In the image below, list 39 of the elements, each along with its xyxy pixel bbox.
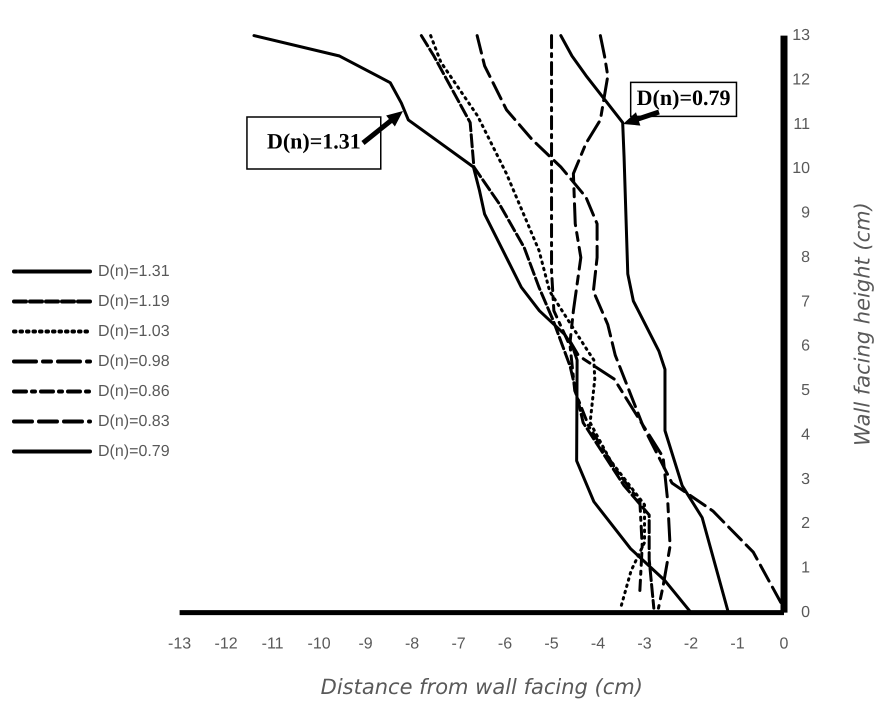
y-tick-label: 5: [801, 382, 810, 400]
x-tick-label: -10: [308, 636, 331, 653]
x-tick-label: -1: [730, 636, 745, 653]
x-tick-label: -4: [590, 636, 606, 653]
x-tick-label: -3: [637, 636, 652, 653]
legend-label: D(n)=0.98: [98, 352, 170, 370]
x-tick-label: 0: [780, 636, 789, 653]
legend-label: D(n)=0.86: [98, 382, 170, 400]
x-tick-label: -6: [498, 636, 512, 653]
x-axis-title: Distance from wall facing (cm): [320, 674, 643, 699]
x-tick-label: -9: [358, 636, 373, 653]
y-tick-label: 0: [801, 604, 810, 622]
y-tick-label: 13: [792, 27, 810, 44]
legend-label: D(n)=1.19: [98, 292, 170, 310]
y-tick-label: 3: [801, 470, 810, 488]
y-tick-label: 6: [801, 338, 810, 355]
annotation: D(n)=1.31: [266, 128, 361, 154]
x-tick-label: -13: [168, 636, 192, 653]
x-tick-label: -12: [214, 636, 238, 653]
x-tick-label: -5: [544, 636, 559, 653]
y-tick-label: 1: [801, 560, 810, 577]
y-tick-label: 4: [801, 426, 810, 444]
y-tick-label: 7: [801, 293, 810, 310]
legend-label: D(n)=1.03: [98, 322, 170, 340]
x-tick-label: -8: [404, 636, 420, 653]
x-tick-label: -2: [684, 636, 698, 653]
y-tick-label: 2: [801, 515, 810, 532]
x-tick-label: -7: [451, 636, 466, 653]
legend-label: D(n)=1.31: [98, 262, 170, 280]
y-tick-label: 11: [793, 116, 810, 133]
y-tick-label: 10: [792, 160, 810, 178]
legend-label: D(n)=0.83: [98, 412, 170, 430]
y-tick-label: 9: [801, 204, 810, 222]
legend-label: D(n)=0.79: [98, 442, 170, 460]
y-axis-title: Wall facing height (cm): [850, 202, 874, 446]
y-tick-label: 8: [801, 248, 810, 266]
x-tick-label: -11: [262, 636, 284, 653]
annotation: D(n)=0.79: [636, 85, 730, 110]
y-tick-label: 12: [792, 71, 810, 88]
